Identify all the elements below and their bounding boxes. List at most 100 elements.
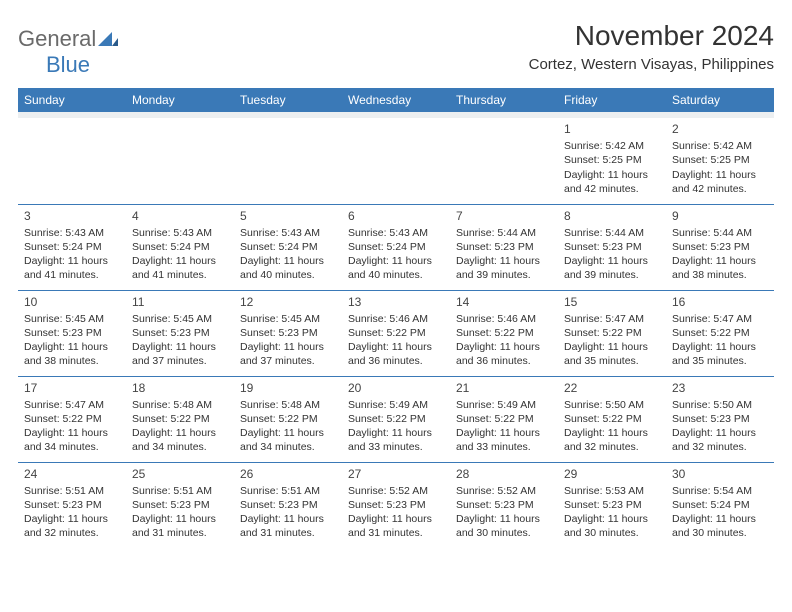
daylight-line: Daylight: 11 hours and 32 minutes. [24,512,120,540]
calendar-week-row: 17Sunrise: 5:47 AMSunset: 5:22 PMDayligh… [18,376,774,462]
day-number: 28 [456,466,552,482]
day-number: 4 [132,208,228,224]
sunset-line: Sunset: 5:24 PM [132,240,228,254]
sunrise-line: Sunrise: 5:45 AM [132,312,228,326]
calendar-day-cell: 12Sunrise: 5:45 AMSunset: 5:23 PMDayligh… [234,290,342,376]
daylight-line: Daylight: 11 hours and 34 minutes. [24,426,120,454]
sunrise-line: Sunrise: 5:45 AM [240,312,336,326]
logo-word-2: Blue [46,52,90,77]
daylight-line: Daylight: 11 hours and 39 minutes. [564,254,660,282]
calendar-day-cell: 7Sunrise: 5:44 AMSunset: 5:23 PMDaylight… [450,204,558,290]
calendar-day-cell [18,118,126,204]
weekday-header: Monday [126,88,234,112]
day-number: 27 [348,466,444,482]
day-number: 13 [348,294,444,310]
sunrise-line: Sunrise: 5:44 AM [564,226,660,240]
day-number: 11 [132,294,228,310]
calendar-day-cell: 20Sunrise: 5:49 AMSunset: 5:22 PMDayligh… [342,376,450,462]
sunset-line: Sunset: 5:22 PM [348,412,444,426]
calendar-week-row: 1Sunrise: 5:42 AMSunset: 5:25 PMDaylight… [18,118,774,204]
sunset-line: Sunset: 5:25 PM [564,153,660,167]
day-number: 18 [132,380,228,396]
sunset-line: Sunset: 5:23 PM [132,326,228,340]
calendar-day-cell [234,118,342,204]
sunset-line: Sunset: 5:23 PM [24,498,120,512]
sunset-line: Sunset: 5:22 PM [564,412,660,426]
day-number: 15 [564,294,660,310]
daylight-line: Daylight: 11 hours and 37 minutes. [132,340,228,368]
day-number: 17 [24,380,120,396]
calendar-day-cell: 15Sunrise: 5:47 AMSunset: 5:22 PMDayligh… [558,290,666,376]
sunrise-line: Sunrise: 5:46 AM [456,312,552,326]
daylight-line: Daylight: 11 hours and 36 minutes. [348,340,444,368]
sunset-line: Sunset: 5:22 PM [132,412,228,426]
daylight-line: Daylight: 11 hours and 32 minutes. [564,426,660,454]
daylight-line: Daylight: 11 hours and 34 minutes. [240,426,336,454]
sunset-line: Sunset: 5:23 PM [240,498,336,512]
daylight-line: Daylight: 11 hours and 30 minutes. [564,512,660,540]
day-number: 2 [672,121,768,137]
daylight-line: Daylight: 11 hours and 30 minutes. [672,512,768,540]
sunset-line: Sunset: 5:23 PM [456,240,552,254]
calendar-day-cell: 1Sunrise: 5:42 AMSunset: 5:25 PMDaylight… [558,118,666,204]
sunrise-line: Sunrise: 5:43 AM [348,226,444,240]
logo-word-1: General [18,26,96,51]
sunset-line: Sunset: 5:24 PM [24,240,120,254]
day-number: 24 [24,466,120,482]
sunset-line: Sunset: 5:24 PM [672,498,768,512]
sunrise-line: Sunrise: 5:52 AM [348,484,444,498]
weekday-header: Sunday [18,88,126,112]
sunset-line: Sunset: 5:23 PM [456,498,552,512]
sunset-line: Sunset: 5:25 PM [672,153,768,167]
sunset-line: Sunset: 5:24 PM [240,240,336,254]
sunset-line: Sunset: 5:22 PM [456,326,552,340]
day-number: 22 [564,380,660,396]
logo-mark-icon [98,32,118,51]
sunrise-line: Sunrise: 5:51 AM [132,484,228,498]
daylight-line: Daylight: 11 hours and 30 minutes. [456,512,552,540]
day-number: 9 [672,208,768,224]
sunset-line: Sunset: 5:23 PM [672,240,768,254]
calendar-header-row: SundayMondayTuesdayWednesdayThursdayFrid… [18,88,774,112]
calendar-day-cell: 13Sunrise: 5:46 AMSunset: 5:22 PMDayligh… [342,290,450,376]
location-text: Cortez, Western Visayas, Philippines [529,56,774,73]
daylight-line: Daylight: 11 hours and 40 minutes. [348,254,444,282]
sunset-line: Sunset: 5:22 PM [348,326,444,340]
weekday-header: Tuesday [234,88,342,112]
weekday-header: Thursday [450,88,558,112]
calendar-day-cell [450,118,558,204]
day-number: 29 [564,466,660,482]
calendar-day-cell: 29 Sunrise: 5:53 AMSunset: 5:23 PMDayligh… [558,462,666,548]
sunset-line: Sunset: 5:23 PM [24,326,120,340]
sunset-line: Sunset: 5:22 PM [672,326,768,340]
calendar-day-cell: 27 Sunrise: 5:52 AMSunset: 5:23 PMDayligh… [342,462,450,548]
sunset-line: Sunset: 5:23 PM [348,498,444,512]
sunset-line: Sunset: 5:23 PM [564,498,660,512]
sunrise-line: Sunrise: 5:47 AM [24,398,120,412]
calendar-day-cell: 8 Sunrise: 5:44 AMSunset: 5:23 PMDaylight… [558,204,666,290]
calendar-day-cell: 19Sunrise: 5:48 AMSunset: 5:22 PMDayligh… [234,376,342,462]
sunrise-line: Sunrise: 5:44 AM [672,226,768,240]
calendar-day-cell: 26Sunrise: 5:51 AMSunset: 5:23 PMDayligh… [234,462,342,548]
calendar-day-cell: 4Sunrise: 5:43 AMSunset: 5:24 PMDaylight… [126,204,234,290]
calendar-day-cell: 23Sunrise: 5:50 AMSunset: 5:23 PMDayligh… [666,376,774,462]
logo: General Blue [18,26,118,78]
calendar-day-cell: 28Sunrise: 5:52 AMSunset: 5:23 PMDayligh… [450,462,558,548]
day-number: 20 [348,380,444,396]
calendar-day-cell: 11 Sunrise: 5:45 AMSunset: 5:23 PMDayligh… [126,290,234,376]
month-title: November 2024 [529,20,774,52]
calendar-day-cell: 9Sunrise: 5:44 AMSunset: 5:23 PMDaylight… [666,204,774,290]
day-number: 7 [456,208,552,224]
title-block: November 2024 Cortez, Western Visayas, P… [529,20,774,73]
daylight-line: Daylight: 11 hours and 31 minutes. [348,512,444,540]
weekday-header: Friday [558,88,666,112]
day-number: 26 [240,466,336,482]
daylight-line: Daylight: 11 hours and 42 minutes. [672,168,768,196]
sunrise-line: Sunrise: 5:50 AM [672,398,768,412]
daylight-line: Daylight: 11 hours and 42 minutes. [564,168,660,196]
daylight-line: Daylight: 11 hours and 35 minutes. [564,340,660,368]
sunrise-line: Sunrise: 5:53 AM [564,484,660,498]
day-number: 1 [564,121,660,137]
day-number: 8 [564,208,660,224]
sunset-line: Sunset: 5:23 PM [564,240,660,254]
